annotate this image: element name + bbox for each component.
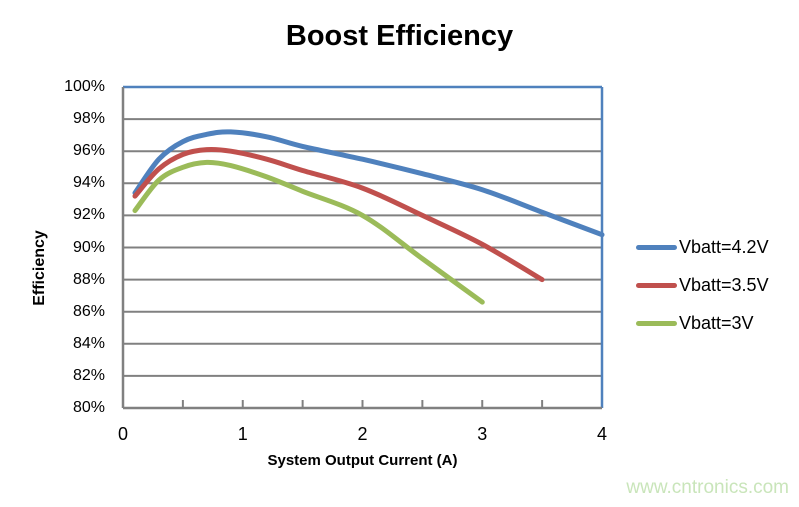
y-axis-tick-label: 88% <box>72 270 105 288</box>
y-axis-tick-label: 84% <box>72 334 105 352</box>
legend-entry-vbatt-4v2: Vbatt=4.2V <box>636 228 769 266</box>
legend-entry-vbatt-3v: Vbatt=3V <box>636 304 769 342</box>
y-axis-tick-label: 82% <box>72 366 105 384</box>
x-axis-tick-label: 2 <box>357 424 368 444</box>
y-axis-tick-label: 98% <box>72 110 105 128</box>
series-line-Vbatt=3.5V <box>132 146 545 283</box>
y-axis-tick-label: 94% <box>72 174 105 192</box>
legend-line-swatch-red <box>636 282 677 288</box>
x-axis-title: System Output Current (A) <box>267 452 458 469</box>
legend: Vbatt=4.2V Vbatt=3.5V Vbatt=3V <box>636 228 769 342</box>
y-axis-tick-label: 100% <box>64 78 105 95</box>
y-axis-tick-label: 92% <box>72 206 105 224</box>
legend-label-vbatt-3v5: Vbatt=3.5V <box>679 274 769 295</box>
series-line-Vbatt=3V <box>132 159 485 305</box>
chart-title: Boost Efficiency <box>285 20 514 52</box>
series-line-Vbatt=4.2V <box>132 129 605 238</box>
x-axis-tick-label: 4 <box>596 424 607 444</box>
x-axis-tick-label: 0 <box>117 424 128 444</box>
legend-label-vbatt-4v2: Vbatt=4.2V <box>679 236 769 257</box>
x-axis-tick-label: 1 <box>237 424 248 444</box>
legend-line-swatch-blue <box>636 244 677 250</box>
legend-entry-vbatt-3v5: Vbatt=3.5V <box>636 266 769 304</box>
x-axis-tick-label: 3 <box>477 424 488 444</box>
y-axis-tick-label: 90% <box>72 238 105 256</box>
y-axis-tick-label: 80% <box>72 399 105 416</box>
watermark: www.cntronics.com <box>626 477 789 498</box>
y-axis-tick-label: 86% <box>72 302 105 320</box>
legend-label-vbatt-3v: Vbatt=3V <box>679 312 754 333</box>
legend-line-swatch-green <box>636 320 677 326</box>
y-axis-tick-label: 96% <box>72 142 105 160</box>
